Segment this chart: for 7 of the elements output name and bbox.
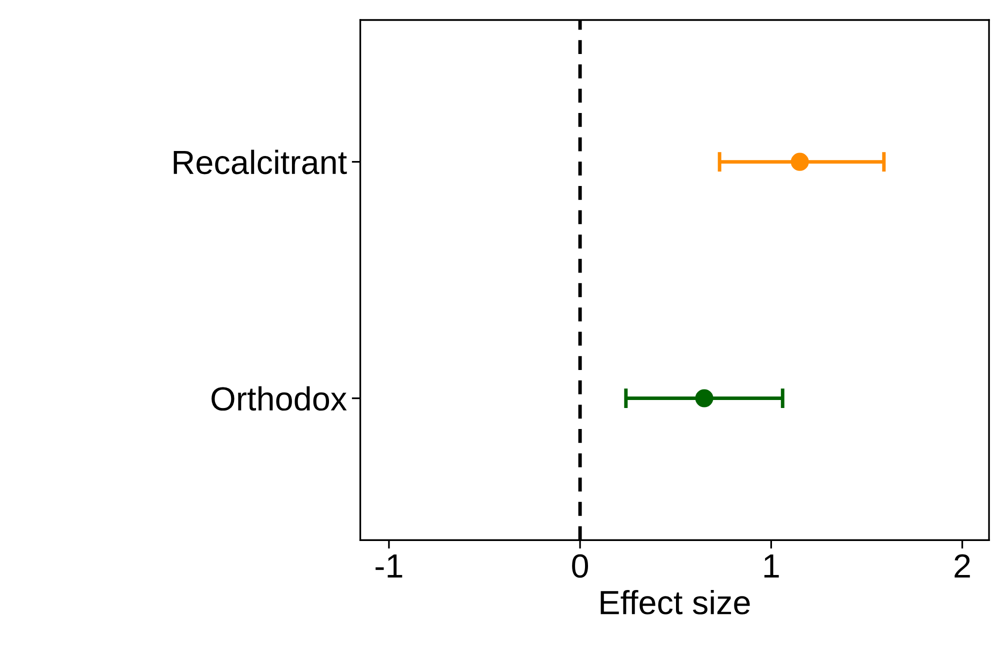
y-tick-label: Orthodox bbox=[212, 386, 347, 411]
x-tick-label: 2 bbox=[954, 554, 970, 578]
x-axis-title: Effect size bbox=[600, 590, 750, 614]
x-tick-label: 1 bbox=[764, 554, 779, 578]
x-tick-label: -1 bbox=[376, 554, 402, 578]
y-tick-label: Recalcitrant bbox=[174, 150, 347, 174]
x-tick-label: 0 bbox=[572, 554, 588, 578]
